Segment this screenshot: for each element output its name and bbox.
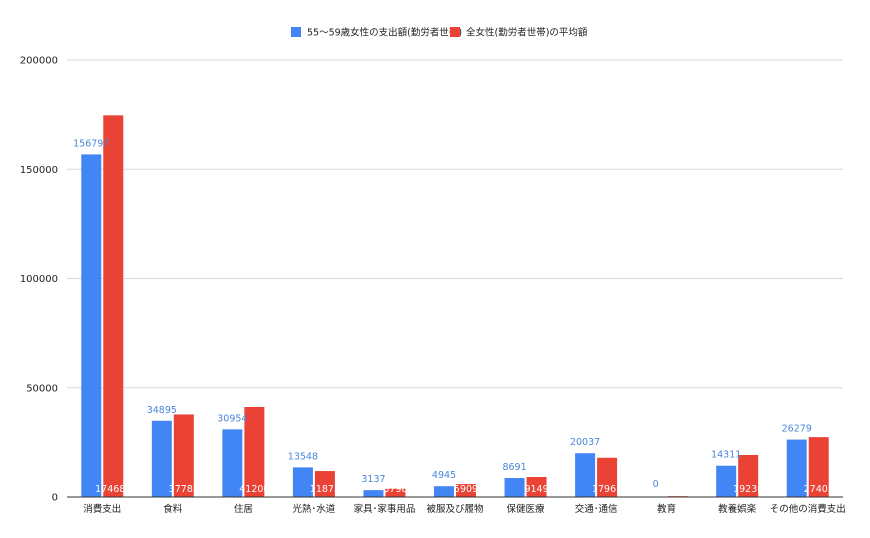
data-label-all-women-average: 19230 <box>733 484 763 495</box>
legend-swatch <box>291 27 301 37</box>
bar-all-women-average <box>173 414 194 497</box>
data-label-55-59-women: 34895 <box>147 405 177 416</box>
data-label-55-59-women: 20037 <box>570 437 600 448</box>
bar-all-women-average <box>597 457 618 497</box>
data-label-55-59-women: 30954 <box>217 413 247 424</box>
data-label-all-women-average: 11875 <box>310 484 340 495</box>
bar-all-women-average <box>526 477 547 497</box>
data-label-all-women-average: 174681 <box>95 484 131 495</box>
chart-grid <box>67 59 843 389</box>
legend-label: 全女性(勤労者世帯)の平均額 <box>466 27 588 39</box>
data-label-all-women-average: 9149 <box>524 484 548 495</box>
bar-all-women-average <box>808 437 829 497</box>
data-label-55-59-women: 4945 <box>432 470 456 481</box>
data-label-all-women-average: 27402 <box>804 484 834 495</box>
x-axis-ticks: 消費支出 食料 住居 光熱･水道 家具･家事用品 被服及び履物 保健医療 交通･通信 教育 教養娯… <box>83 503 845 515</box>
bar-55-59-women <box>292 467 313 497</box>
bar-55-59-women <box>81 154 102 497</box>
legend-swatch <box>450 27 460 37</box>
data-label-55-59-women: 14311 <box>711 450 741 461</box>
x-tick-label: 消費支出 <box>83 503 121 515</box>
y-tick-label: 50000 <box>26 383 58 394</box>
bar-all-women-average <box>738 454 759 497</box>
y-tick-label: 200000 <box>20 56 58 67</box>
data-label-all-women-average: 372 <box>669 484 687 495</box>
x-tick-label: 家具･家事用品 <box>354 503 416 515</box>
bar-all-women-average <box>314 471 335 497</box>
x-tick-label: 教育 <box>657 503 676 515</box>
y-tick-label: 0 <box>52 493 58 504</box>
x-tick-label: 教養娯楽 <box>718 503 757 515</box>
x-tick-label: 交通･通信 <box>575 503 618 515</box>
x-tick-label: 食料 <box>163 503 183 515</box>
bar-all-women-average <box>244 406 265 497</box>
bar-55-59-women <box>786 439 807 497</box>
bar-all-women-average <box>385 488 406 497</box>
data-label-all-women-average: 37785 <box>169 484 199 495</box>
data-label-55-59-women: 156797 <box>73 138 109 149</box>
data-label-all-women-average: 41200 <box>239 484 269 495</box>
bar-55-59-women <box>151 420 172 497</box>
bar-55-59-women <box>575 453 596 497</box>
x-tick-label: その他の消費支出 <box>770 503 846 515</box>
bar-all-women-average <box>103 115 124 497</box>
bar-55-59-women <box>363 490 384 497</box>
chart-legend: 55～59歳女性の支出額(勤労者世帯) 全女性(勤労者世帯)の平均額 <box>291 27 588 39</box>
data-label-55-59-women: 13548 <box>288 451 318 462</box>
data-label-55-59-women: 8691 <box>502 462 526 473</box>
data-labels: 156797 174681 34895 37785 30954 41200 13548 118… <box>73 138 834 495</box>
data-label-all-women-average: 5909 <box>454 484 478 495</box>
bar-55-59-women <box>504 478 525 497</box>
bar-55-59-women <box>222 429 243 497</box>
data-label-all-women-average: 17961 <box>592 484 622 495</box>
bar-all-women-average <box>456 484 476 497</box>
y-tick-label: 100000 <box>20 274 58 285</box>
y-tick-label: 150000 <box>20 165 58 176</box>
x-tick-label: 被服及び履物 <box>426 503 484 515</box>
chart-bars <box>81 115 829 497</box>
bar-55-59-women <box>434 486 454 497</box>
data-label-all-women-average: 3798 <box>383 484 407 495</box>
x-tick-label: 保健医療 <box>507 503 546 515</box>
x-tick-label: 光熱･水道 <box>293 503 336 515</box>
data-label-55-59-women: 3137 <box>361 474 385 485</box>
legend-label: 55～59歳女性の支出額(勤労者世帯) <box>307 27 462 39</box>
x-tick-label: 住居 <box>234 503 253 515</box>
bar-55-59-women <box>716 465 737 497</box>
y-axis-ticks: 0 50000 100000 150000 200000 <box>20 56 58 504</box>
data-label-55-59-women: 26279 <box>782 424 812 435</box>
data-label-55-59-women: 0 <box>653 479 659 490</box>
